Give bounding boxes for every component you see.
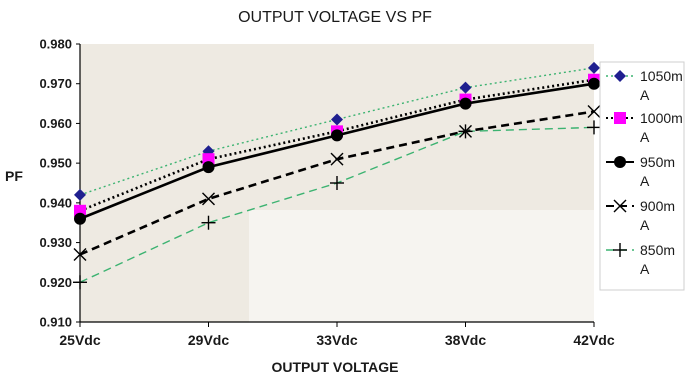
x-tick-label: 33Vdc — [316, 332, 357, 348]
data-point-850ma — [330, 176, 344, 190]
data-point-900ma — [587, 105, 601, 119]
x-tick-label: 29Vdc — [188, 332, 229, 348]
data-point-850ma — [73, 275, 87, 290]
data-point-900ma — [73, 247, 87, 261]
data-point-900ma — [330, 152, 344, 166]
legend-entry-850ma: 850m A — [606, 242, 675, 277]
y-axis-ticks: 0.910 0.920 0.930 0.940 0.950 0.960 0.970 0.980 — [39, 37, 80, 330]
data-point-850ma — [201, 215, 216, 230]
legend-label: A — [640, 217, 650, 233]
legend-entry-1050ma: 1050m A — [606, 68, 683, 103]
legend-marker — [614, 112, 626, 124]
legend-entry-1000ma: 1000m A — [606, 110, 683, 145]
legend-label: 900m — [640, 198, 675, 214]
legend-label: 1000m — [640, 110, 683, 126]
legend-label: A — [640, 173, 650, 189]
y-tick-label: 0.960 — [39, 116, 72, 131]
legend: 1050m A 1000m A 950m A 900m A 850m A — [599, 61, 685, 291]
x-tick-label: 38Vdc — [445, 332, 486, 348]
legend-label: A — [640, 87, 650, 103]
data-point-1050ma — [588, 61, 600, 74]
y-tick-label: 0.910 — [39, 315, 72, 330]
legend-marker — [614, 70, 626, 82]
series-850ma — [73, 120, 601, 290]
data-point-950ma — [331, 129, 343, 142]
y-tick-label: 0.970 — [39, 76, 72, 91]
data-point-900ma — [202, 192, 215, 206]
y-tick-label: 0.950 — [39, 156, 72, 171]
data-point-1050ma — [74, 188, 86, 201]
data-point-1050ma — [331, 113, 343, 126]
legend-label: A — [640, 129, 650, 145]
data-point-1050ma — [459, 81, 472, 94]
legend-entry-900ma: 900m A — [606, 198, 675, 233]
data-point-950ma — [202, 161, 215, 174]
y-tick-label: 0.930 — [39, 235, 72, 250]
y-tick-label: 0.980 — [39, 37, 72, 52]
series-line-1000ma — [79, 78, 595, 213]
y-tick-label: 0.920 — [39, 275, 72, 290]
legend-label: 1050m — [640, 68, 683, 84]
data-point-850ma — [587, 120, 601, 135]
legend-label: 950m — [640, 154, 675, 170]
legend-marker — [614, 156, 626, 168]
legend-label: 850m — [640, 242, 675, 258]
x-axis-ticks: 25Vdc 29Vdc 33Vdc 38Vdc 42Vdc — [59, 322, 615, 348]
chart-title: OUTPUT VOLTAGE VS PF — [238, 9, 432, 26]
data-point-950ma — [74, 212, 86, 225]
data-point-850ma — [458, 124, 473, 139]
series-950ma — [74, 77, 600, 225]
x-tick-label: 25Vdc — [59, 332, 100, 348]
legend-marker — [613, 199, 627, 213]
legend-entry-950ma: 950m A — [606, 154, 675, 189]
legend-box — [599, 61, 685, 291]
y-tick-label: 0.940 — [39, 195, 72, 210]
data-point-950ma — [588, 77, 600, 90]
legend-label: A — [640, 261, 650, 277]
series-line-1050ma — [79, 67, 595, 196]
x-axis-title: OUTPUT VOLTAGE — [271, 359, 398, 375]
plot-light-region — [249, 210, 594, 322]
legend-marker — [613, 243, 627, 257]
x-tick-label: 42Vdc — [573, 332, 614, 348]
y-axis-title: PF — [5, 168, 23, 184]
data-point-950ma — [459, 97, 472, 110]
series-layer — [73, 61, 601, 290]
